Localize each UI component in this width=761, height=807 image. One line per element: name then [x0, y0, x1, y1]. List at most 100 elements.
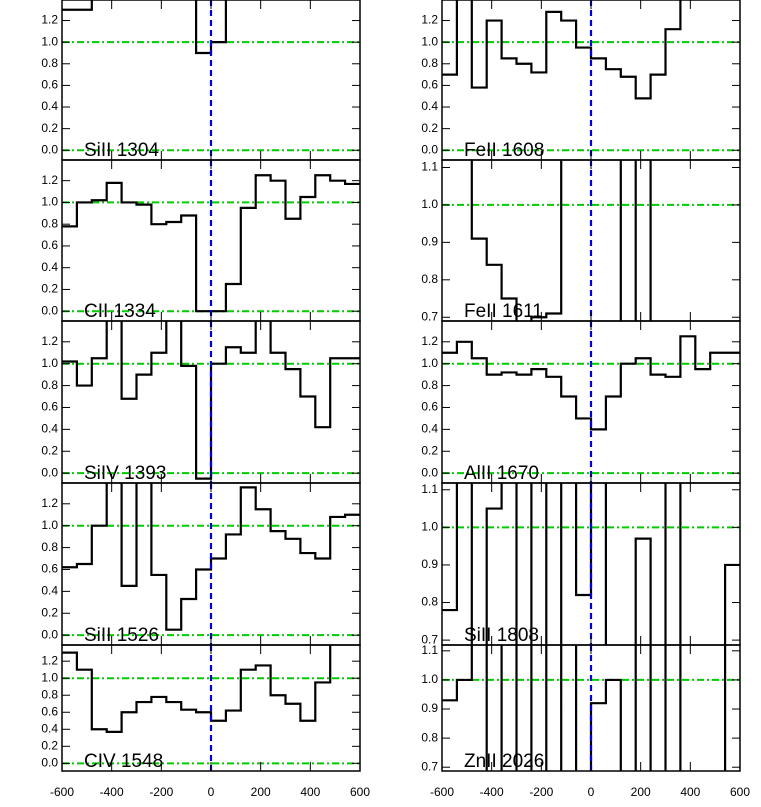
x-tick-label: 200	[631, 785, 651, 799]
y-tick-label: 0.4	[421, 99, 438, 113]
x-tick-label: -400	[100, 785, 124, 799]
y-tick-label: 0.0	[41, 465, 58, 479]
y-tick-label: 1.0	[421, 34, 438, 48]
y-tick-label: 0.8	[41, 378, 58, 392]
y-tick-label: 0.2	[41, 738, 58, 752]
x-tick-label: 400	[300, 785, 320, 799]
y-tick-label: 0.8	[41, 216, 58, 230]
panel: 0.0 0.2 0.4 0.6 0.8 1.0 1.2 SiIV 1393	[41, 320, 361, 484]
y-tick-label: 0.9	[421, 235, 438, 249]
line-label: AlII 1670	[464, 463, 539, 484]
y-tick-label: 1.0	[421, 197, 438, 211]
y-tick-label: 0.4	[41, 721, 58, 735]
y-tick-label: 0.6	[421, 78, 438, 92]
y-tick-label: 0.0	[41, 142, 58, 156]
x-tick-label: -200	[529, 785, 553, 799]
panel: 0.0 0.2 0.4 0.6 0.8 1.0 1.2 CII 1334	[41, 159, 361, 322]
line-label: SiII 1808	[464, 625, 539, 646]
y-tick-label: 0.9	[421, 701, 438, 715]
y-tick-label: 1.0	[41, 670, 58, 684]
y-tick-label: 0.4	[421, 422, 438, 436]
x-tick-label: 400	[680, 785, 700, 799]
y-tick-label: 0.7	[421, 309, 438, 323]
y-tick-label: 1.2	[41, 173, 58, 187]
spectrum-line	[442, 483, 740, 645]
y-tick-label: 1.2	[421, 334, 438, 348]
y-tick-label: 0.8	[421, 378, 438, 392]
y-tick-label: 0.8	[41, 56, 58, 70]
y-tick-label: 0.6	[41, 704, 58, 718]
y-tick-label: 0.4	[41, 422, 58, 436]
spectrum-line	[442, 335, 740, 431]
y-tick-label: 0.8	[421, 56, 438, 70]
y-tick-label: 1.1	[421, 482, 438, 496]
x-tick-label: -400	[480, 785, 504, 799]
line-label: SiII 1526	[84, 625, 159, 646]
y-tick-label: 0.8	[41, 540, 58, 554]
y-tick-label: 1.0	[41, 518, 58, 532]
y-tick-label: 0.2	[41, 121, 58, 135]
y-tick-label: 1.2	[41, 653, 58, 667]
y-tick-label: 0.8	[421, 730, 438, 744]
x-tick-label: 600	[730, 785, 750, 799]
x-tick-label: 600	[350, 785, 370, 799]
y-tick-label: 0.6	[421, 400, 438, 414]
x-tick-label: -200	[149, 785, 173, 799]
panel: 0.0 0.2 0.4 0.6 0.8 1.0 1.2 SiII 1526	[41, 482, 361, 646]
y-tick-label: 0.2	[41, 443, 58, 457]
y-tick-label: 0.7	[421, 759, 438, 773]
y-tick-label: 1.2	[41, 13, 58, 27]
spectrum-line	[442, 0, 682, 100]
y-tick-label: 1.2	[421, 13, 438, 27]
y-tick-label: 1.0	[41, 34, 58, 48]
y-tick-label: 0.6	[41, 562, 58, 576]
panel: 0.7 0.8 0.9 1.0 1.1 SiII 1808	[421, 482, 741, 646]
y-tick-label: 1.0	[421, 520, 438, 534]
y-tick-label: 0.8	[421, 272, 438, 286]
spectrum-line	[62, 645, 332, 733]
line-label: FeII 1611	[464, 301, 543, 322]
y-tick-label: 1.2	[41, 334, 58, 348]
y-tick-label: 1.2	[41, 496, 58, 510]
panel: 0.0 0.2 0.4 0.6 0.8 1.0 1.2 SiII 1304	[41, 0, 361, 161]
y-tick-label: 0.4	[41, 260, 58, 274]
y-tick-label: 0.0	[41, 627, 58, 641]
y-tick-label: 0.9	[421, 557, 438, 571]
x-tick-label: -600	[50, 785, 74, 799]
y-tick-label: 0.6	[41, 400, 58, 414]
panel: 0.0 0.2 0.4 0.6 0.8 1.0 1.2 FeII 1608	[421, 0, 741, 161]
x-tick-label: 0	[208, 785, 215, 799]
x-tick-label: 200	[251, 785, 271, 799]
panel: 0.0 0.2 0.4 0.6 0.8 1.0 1.2 AlII 1670	[421, 320, 741, 484]
y-tick-label: 0.0	[41, 303, 58, 317]
y-tick-label: 0.7	[421, 632, 438, 646]
y-tick-label: 0.6	[41, 78, 58, 92]
y-tick-label: 0.6	[41, 238, 58, 252]
y-tick-label: 0.8	[421, 595, 438, 609]
line-label: CII 1334	[84, 301, 156, 322]
panel: 0.7 0.8 0.9 1.0 1.1 FeII 1611	[421, 159, 741, 323]
y-tick-label: 0.2	[421, 443, 438, 457]
line-label: SiIV 1393	[84, 463, 166, 484]
y-tick-label: 0.0	[41, 756, 58, 770]
y-tick-label: 0.2	[41, 282, 58, 296]
y-tick-label: 0.4	[41, 99, 58, 113]
x-tick-label: -600	[430, 785, 454, 799]
x-tick-label: 0	[588, 785, 595, 799]
y-tick-label: 0.2	[41, 605, 58, 619]
y-tick-label: 1.1	[421, 643, 438, 657]
y-tick-label: 1.0	[421, 672, 438, 686]
y-tick-label: 1.1	[421, 160, 438, 174]
y-tick-label: 0.0	[421, 465, 438, 479]
line-label: FeII 1608	[464, 140, 544, 161]
y-tick-label: 1.0	[421, 356, 438, 370]
y-tick-label: 1.0	[41, 195, 58, 209]
y-tick-label: 0.2	[421, 121, 438, 135]
line-label: CIV 1548	[84, 751, 163, 772]
line-label: SiII 1304	[84, 140, 159, 161]
y-tick-label: 1.0	[41, 356, 58, 370]
y-tick-label: 0.8	[41, 687, 58, 701]
y-tick-label: 0.0	[421, 142, 438, 156]
panel: 0.0 0.2 0.4 0.6 0.8 1.0 1.2 -600 -400 -200 0 200 400…	[41, 644, 370, 799]
